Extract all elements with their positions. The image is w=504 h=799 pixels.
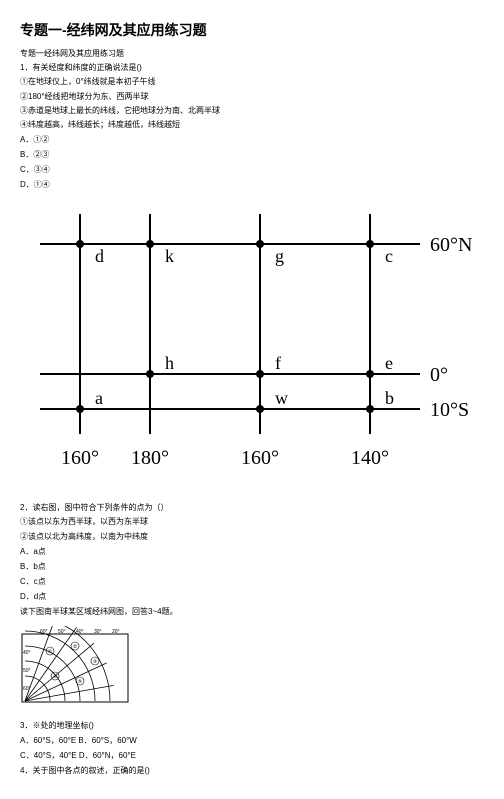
svg-text:c: c — [385, 246, 393, 266]
svg-text:⑤: ⑤ — [78, 679, 83, 685]
option: A．a点 — [20, 546, 484, 557]
option: B．②③ — [20, 149, 484, 160]
svg-text:140°: 140° — [351, 447, 389, 469]
svg-text:60°: 60° — [40, 629, 48, 635]
svg-text:g: g — [275, 246, 284, 266]
svg-text:f: f — [275, 353, 281, 373]
svg-text:④: ④ — [53, 674, 58, 680]
svg-text:160°: 160° — [241, 447, 279, 469]
svg-text:③: ③ — [93, 659, 98, 665]
svg-text:a: a — [95, 388, 103, 408]
svg-text:60°: 60° — [23, 686, 31, 692]
option: D．d点 — [20, 591, 484, 602]
svg-text:h: h — [165, 353, 174, 373]
option: C．③④ — [20, 164, 484, 175]
svg-text:40°: 40° — [76, 629, 84, 635]
svg-text:160°: 160° — [61, 447, 99, 469]
text-line: ①该点以东为西半球，以西为东半球 — [20, 516, 484, 527]
svg-text:b: b — [385, 388, 394, 408]
svg-text:20°: 20° — [112, 629, 120, 635]
text-line: ①在地球仪上，0°纬线就是本初子午线 — [20, 76, 484, 87]
text-line: ④纬度越高，纬线越长；纬度越低，纬线越短 — [20, 119, 484, 130]
svg-text:e: e — [385, 353, 393, 373]
text-line: ②该点以北为高纬度，以南为中纬度 — [20, 531, 484, 542]
svg-text:k: k — [165, 246, 174, 266]
question-3: 3．※处的地理坐标() — [20, 720, 484, 731]
page-title: 专题一-经纬网及其应用练习题 — [20, 20, 484, 40]
svg-text:10°S: 10°S — [430, 399, 469, 421]
latlon-grid-diagram: d k g c h f e a w b 60°N 0° 10°S 160° 180° 160° 140° — [20, 204, 500, 484]
option: A．①② — [20, 134, 484, 145]
svg-text:60°N: 60°N — [430, 234, 472, 256]
question-4: 4．关于图中各点的叙述，正确的是() — [20, 765, 484, 776]
text-line: 2．读右图，图中符合下列条件的点为（） — [20, 502, 484, 513]
svg-text:d: d — [95, 246, 104, 266]
svg-text:0°: 0° — [430, 364, 448, 386]
text-line: 专题一经纬网及其应用练习题 — [20, 48, 484, 59]
svg-text:30°: 30° — [94, 629, 102, 635]
svg-text:①: ① — [48, 649, 53, 655]
svg-text:②: ② — [73, 644, 78, 650]
svg-text:40°: 40° — [23, 650, 31, 656]
option: D．①④ — [20, 179, 484, 190]
polar-region-diagram: 60° 50° 40° 30° 20° 40° 50° 60° ① ② ③ ④ ⑤ — [20, 626, 130, 706]
svg-text:180°: 180° — [131, 447, 169, 469]
svg-text:w: w — [275, 388, 288, 408]
option: C．40°S，40°E D．60°N，60°E — [20, 750, 484, 761]
text-line: ③赤道是地球上最长的纬线，它把地球分为南、北两半球 — [20, 105, 484, 116]
option: C．c点 — [20, 576, 484, 587]
section-instruction: 读下图南半球某区域经纬网图，回答3~4题。 — [20, 606, 484, 617]
option: A．60°S，60°E B．60°S，60°W — [20, 735, 484, 746]
svg-text:50°: 50° — [23, 668, 31, 674]
option: B．b点 — [20, 561, 484, 572]
text-line: ②180°经线把地球分为东、西两半球 — [20, 91, 484, 102]
text-line: 1．有关经度和纬度的正确说法是() — [20, 62, 484, 73]
svg-text:50°: 50° — [58, 629, 66, 635]
